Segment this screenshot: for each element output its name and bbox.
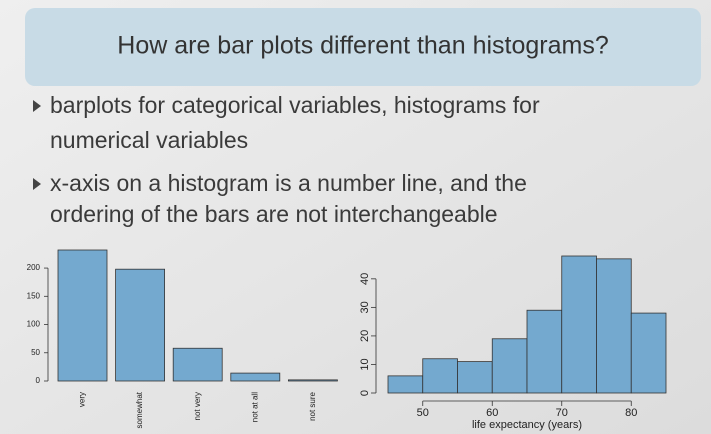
bar bbox=[57, 249, 108, 382]
y-tick-label: 50 bbox=[31, 348, 40, 357]
y-tick-label: 30 bbox=[359, 301, 371, 313]
bullet-text: ordering of the bars are not interchange… bbox=[50, 201, 498, 227]
y-tick-label: 20 bbox=[359, 330, 371, 342]
x-tick-label: 80 bbox=[625, 407, 637, 419]
histogram-bar bbox=[387, 375, 424, 394]
bullet-icon bbox=[33, 178, 41, 190]
x-tick-label: 70 bbox=[556, 407, 568, 419]
x-tick-label: very bbox=[78, 392, 87, 407]
bar bbox=[172, 347, 223, 382]
bar-chart: 0 50 100 150 200 very somewhat not very not at a… bbox=[27, 249, 338, 428]
x-tick-label: not at all bbox=[250, 392, 259, 422]
slide-title: How are bar plots different than histogr… bbox=[117, 32, 608, 60]
bullet-icon bbox=[33, 100, 41, 112]
bullet-text: barplots for categorical variables, hist… bbox=[50, 92, 540, 118]
y-tick-label: 0 bbox=[36, 376, 41, 385]
x-tick-label: not very bbox=[193, 392, 202, 420]
histogram-bar bbox=[561, 255, 597, 394]
x-tick-label: 60 bbox=[486, 407, 498, 419]
y-tick-label: 150 bbox=[27, 291, 41, 300]
x-tick-label: 50 bbox=[417, 407, 429, 419]
histogram-bar bbox=[526, 309, 563, 394]
y-tick-label: 200 bbox=[27, 263, 41, 272]
histogram-chart: 0 10 20 30 40 50 60 70 80 life expectancy (years) bbox=[359, 255, 667, 431]
bar bbox=[287, 379, 338, 382]
x-tick-label: not sure bbox=[308, 391, 317, 420]
y-tick-label: 0 bbox=[359, 390, 371, 396]
histogram-bar bbox=[457, 361, 493, 394]
histogram-bar bbox=[491, 338, 528, 394]
bullet-text: x-axis on a histogram is a number line, … bbox=[50, 170, 527, 196]
bar bbox=[230, 372, 281, 382]
y-tick-label: 40 bbox=[359, 273, 371, 285]
x-axis-label: life expectancy (years) bbox=[472, 419, 582, 431]
histogram-bar bbox=[422, 358, 458, 394]
bar bbox=[115, 268, 165, 382]
y-tick-label: 10 bbox=[359, 358, 371, 370]
title-box bbox=[25, 8, 701, 86]
x-tick-label: somewhat bbox=[135, 391, 144, 428]
histogram-bar bbox=[630, 312, 667, 394]
bullet-text: numerical variables bbox=[50, 127, 248, 153]
histogram-bar bbox=[596, 258, 632, 394]
y-tick-label: 100 bbox=[27, 320, 41, 329]
